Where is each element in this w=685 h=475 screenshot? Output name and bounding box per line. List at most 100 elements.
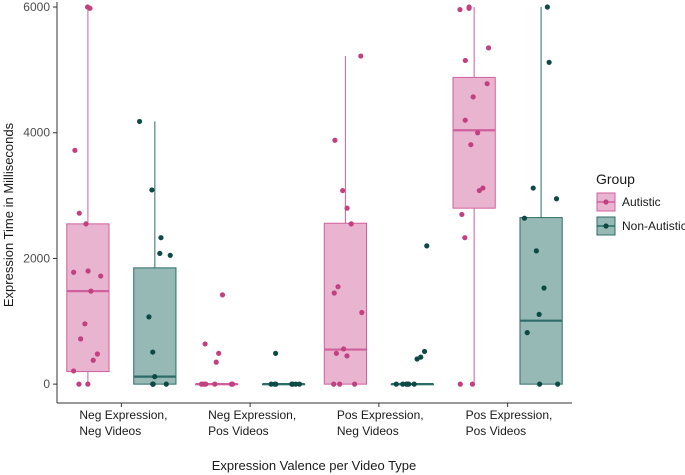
data-point [273, 381, 279, 387]
data-point [216, 350, 222, 356]
x-tick-label: Neg Videos [337, 424, 399, 438]
box [66, 223, 110, 373]
data-point [524, 330, 530, 336]
data-point [424, 243, 430, 249]
data-point [476, 187, 482, 194]
data-point [88, 288, 94, 294]
data-point [536, 311, 542, 317]
data-point [293, 381, 299, 387]
data-point [87, 5, 93, 11]
data-point [421, 348, 428, 355]
data-point [344, 353, 350, 359]
data-point [212, 381, 218, 387]
x-tick-label: Pos Expression, [337, 408, 424, 422]
x-tick-label: Neg Expression, [208, 408, 296, 422]
y-tick-label: 2000 [23, 251, 50, 265]
data-point [546, 59, 552, 65]
legend-label: Non-Autistic [622, 219, 685, 233]
data-point [337, 381, 343, 387]
data-point [83, 221, 89, 227]
data-point [158, 235, 164, 241]
data-point [150, 381, 156, 387]
data-point [406, 381, 412, 387]
axes [56, 2, 572, 404]
x-tick-label: Pos Expression, [466, 408, 553, 422]
y-tick-label: 4000 [23, 126, 50, 140]
data-point [544, 4, 550, 10]
data-point [400, 381, 406, 387]
data-point [273, 350, 279, 356]
x-ticks: Neg Expression, Neg Videos Neg Expression,… [79, 403, 552, 438]
data-point [335, 284, 341, 290]
data-point [229, 381, 236, 387]
data-point [340, 187, 346, 194]
data-point [72, 147, 78, 153]
data-point [150, 349, 156, 355]
data-point [157, 250, 163, 257]
data-point [553, 196, 560, 202]
data-point [462, 117, 468, 123]
y-ticks: 0 2000 4000 6000 [23, 0, 57, 391]
legend-label: Autistic [622, 195, 661, 209]
x-tick-label: Pos Videos [466, 424, 527, 438]
data-point [348, 221, 354, 227]
y-tick-label: 6000 [23, 0, 50, 14]
data-point [468, 142, 474, 148]
data-point [414, 356, 420, 362]
data-point [76, 381, 82, 387]
data-point [296, 381, 303, 387]
box [519, 217, 563, 385]
data-point [331, 381, 337, 387]
data-point [462, 57, 468, 64]
data-point [344, 205, 350, 211]
data-point [333, 350, 339, 356]
data-point [411, 381, 417, 387]
data-point [457, 6, 463, 13]
y-axis-title: Expression Time in Milliseconds [1, 122, 16, 307]
x-tick-label: Pos Videos [208, 424, 269, 438]
data-point [152, 374, 158, 380]
data-point [340, 346, 347, 352]
data-point [76, 210, 82, 216]
data-point [358, 53, 364, 59]
data-point [393, 381, 399, 387]
data-point [146, 314, 152, 320]
data-point [331, 290, 337, 296]
data-point [98, 273, 104, 279]
x-tick-label: Neg Expression, [79, 408, 167, 422]
data-point [521, 215, 528, 221]
x-axis-title: Expression Valence per Video Type [212, 458, 417, 473]
data-point [82, 321, 88, 327]
data-point [201, 381, 207, 387]
data-point [533, 248, 539, 254]
box [133, 267, 177, 385]
data-point [85, 268, 91, 274]
data-point [475, 130, 481, 136]
data-point [359, 309, 365, 316]
data-point [71, 269, 77, 275]
data-point [78, 336, 84, 342]
data-point [136, 118, 143, 125]
data-point [85, 381, 91, 387]
data-point [219, 292, 226, 298]
data-point [202, 341, 208, 347]
data-point [466, 5, 472, 11]
data-point [213, 359, 219, 365]
data-point [530, 185, 536, 191]
box [323, 222, 368, 385]
data-point [94, 351, 101, 357]
data-point [459, 211, 465, 218]
data-point [352, 381, 358, 387]
legend-key-point [603, 199, 609, 205]
data-point [268, 381, 274, 387]
data-point [537, 381, 543, 387]
data-point [163, 381, 169, 387]
data-point [555, 381, 561, 387]
x-tick-label: Neg Videos [79, 424, 141, 438]
legend: Group Autistic Non-Autistic [596, 171, 685, 236]
data-point [484, 81, 490, 87]
data-point [469, 381, 476, 387]
data-point [462, 235, 468, 241]
data-point [70, 368, 77, 374]
